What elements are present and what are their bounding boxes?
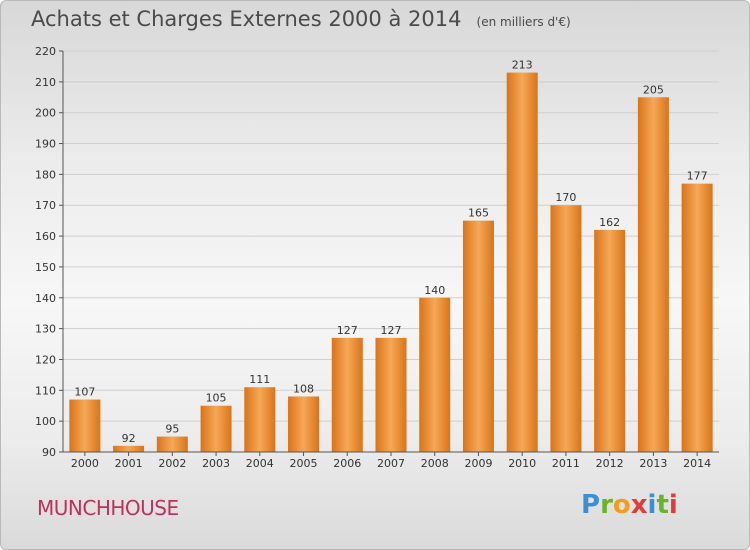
logo-letter: i	[647, 490, 657, 520]
value-label: 177	[687, 170, 708, 183]
bar-2008	[419, 297, 451, 452]
value-label: 165	[468, 207, 489, 220]
x-tick-label: 2001	[115, 457, 143, 470]
x-tick-label: 2013	[639, 457, 667, 470]
value-label: 162	[599, 216, 620, 229]
bar-2005	[288, 396, 320, 452]
x-tick-label: 2011	[552, 457, 580, 470]
logo-letter: r	[600, 490, 613, 520]
x-tick-label: 2002	[158, 457, 186, 470]
bar-2014	[681, 183, 713, 452]
bar-2003	[200, 405, 232, 452]
y-tick-label: 100	[35, 415, 56, 428]
value-label: 205	[643, 83, 664, 96]
y-tick-label: 170	[35, 199, 56, 212]
y-tick-label: 200	[35, 107, 56, 120]
chart-subtitle: (en milliers d'€)	[476, 15, 571, 29]
bar-2012	[594, 229, 626, 452]
bar-2004	[244, 387, 276, 452]
y-tick-label: 180	[35, 168, 56, 181]
bar-2010	[506, 72, 538, 452]
value-label: 105	[206, 392, 227, 405]
value-label: 107	[74, 386, 95, 399]
chart-title: Achats et Charges Externes 2000 à 2014	[31, 7, 462, 31]
x-tick-label: 2007	[377, 457, 405, 470]
x-tick-label: 2005	[290, 457, 318, 470]
x-tick-label: 2014	[683, 457, 711, 470]
y-tick-label: 120	[35, 353, 56, 366]
y-tick-label: 90	[42, 446, 56, 459]
value-label: 108	[293, 382, 314, 395]
bar-2007	[375, 337, 407, 452]
bar-2000	[69, 399, 101, 452]
y-tick-label: 210	[35, 76, 56, 89]
title-row: Achats et Charges Externes 2000 à 2014 (…	[31, 7, 571, 31]
value-label: 111	[249, 373, 270, 386]
proxiti-logo[interactable]: Proxiti	[581, 490, 678, 520]
y-tick-label: 130	[35, 323, 56, 336]
value-label: 140	[424, 284, 445, 297]
y-tick-label: 160	[35, 230, 56, 243]
value-label: 127	[337, 324, 358, 337]
x-tick-label: 2006	[333, 457, 361, 470]
town-name: MUNCHHOUSE	[37, 496, 179, 520]
x-tick-label: 2003	[202, 457, 230, 470]
logo-letter: x	[630, 490, 648, 520]
value-label: 170	[555, 191, 576, 204]
x-tick-label: 2010	[508, 457, 536, 470]
x-tick-label: 2008	[421, 457, 449, 470]
x-tick-label: 2000	[71, 457, 99, 470]
y-tick-label: 220	[35, 45, 56, 58]
x-tick-label: 2009	[464, 457, 492, 470]
bar-2006	[331, 337, 363, 452]
bar-2011	[550, 205, 582, 452]
y-tick-label: 110	[35, 384, 56, 397]
x-tick-label: 2004	[246, 457, 274, 470]
bar-2009	[462, 220, 494, 452]
bar-2013	[637, 97, 669, 453]
y-tick-label: 190	[35, 138, 56, 151]
logo-letter: t	[656, 490, 669, 520]
logo-letter: P	[581, 490, 601, 520]
bar-2001	[113, 445, 145, 452]
value-label: 92	[122, 432, 136, 445]
y-tick-label: 140	[35, 292, 56, 305]
logo-letter: o	[612, 490, 631, 520]
value-label: 95	[165, 423, 179, 436]
value-label: 213	[512, 59, 533, 72]
logo-letter: i	[668, 490, 678, 520]
value-label: 127	[381, 324, 402, 337]
y-tick-label: 150	[35, 261, 56, 274]
x-tick-label: 2012	[596, 457, 624, 470]
bar-2002	[156, 436, 188, 452]
